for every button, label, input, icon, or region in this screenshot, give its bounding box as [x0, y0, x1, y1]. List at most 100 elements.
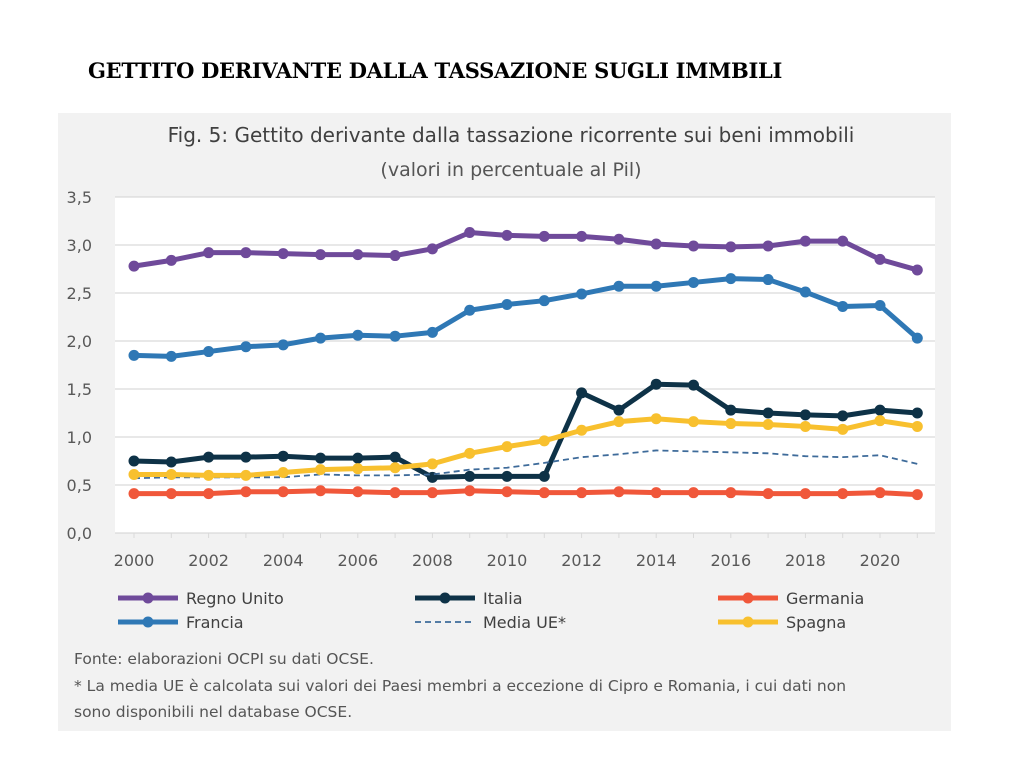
- data-point-spagna: [725, 418, 737, 430]
- data-point-francia: [538, 295, 550, 307]
- x-tick-label: 2004: [263, 551, 304, 570]
- data-point-spagna: [576, 424, 588, 436]
- data-point-italia: [650, 378, 662, 390]
- data-point-spagna: [315, 464, 326, 476]
- data-point-germania: [725, 487, 737, 499]
- legend-marker-italia: [439, 592, 451, 604]
- data-point-spagna: [911, 420, 923, 432]
- data-point-regno-unito: [464, 227, 476, 239]
- data-point-francia: [613, 280, 625, 292]
- data-point-regno-unito: [613, 233, 625, 245]
- data-point-italia: [464, 470, 476, 482]
- legend-marker-spagna: [742, 616, 754, 628]
- y-tick-label: 1,5: [67, 380, 92, 399]
- data-point-italia: [725, 404, 737, 416]
- data-point-francia: [277, 339, 289, 351]
- data-point-francia: [352, 329, 364, 341]
- legend-label-germania: Germania: [786, 589, 864, 608]
- data-point-spagna: [799, 420, 811, 432]
- data-point-italia: [576, 387, 588, 399]
- data-point-germania: [576, 487, 588, 499]
- data-point-regno-unito: [352, 249, 364, 261]
- legend-label-francia: Francia: [186, 613, 244, 632]
- data-point-francia: [725, 273, 737, 285]
- data-point-regno-unito: [874, 253, 886, 265]
- x-tick-label: 2002: [188, 551, 229, 570]
- data-point-regno-unito: [911, 264, 923, 276]
- data-point-germania: [203, 488, 215, 500]
- y-tick-label: 2,5: [67, 284, 92, 303]
- footnote-source: Fonte: elaborazioni OCPI su dati OCSE.: [74, 650, 374, 668]
- data-point-regno-unito: [576, 230, 588, 242]
- page-heading: GETTITO DERIVANTE DALLA TASSAZIONE SUGLI…: [88, 58, 783, 83]
- legend-marker-francia: [142, 616, 154, 628]
- data-point-regno-unito: [538, 230, 550, 242]
- data-point-regno-unito: [799, 235, 811, 247]
- data-point-francia: [464, 304, 476, 316]
- data-point-regno-unito: [501, 229, 513, 241]
- data-point-italia: [240, 451, 252, 463]
- legend-label-media-ue: Media UE*: [483, 613, 566, 632]
- data-point-regno-unito: [240, 247, 252, 259]
- x-tick-label: 2000: [114, 551, 155, 570]
- data-point-italia: [688, 379, 699, 391]
- legend-marker-germania: [742, 592, 754, 604]
- x-tick-label: 2008: [412, 551, 453, 570]
- data-point-germania: [501, 486, 513, 498]
- data-point-regno-unito: [165, 254, 177, 266]
- data-point-italia: [277, 450, 289, 462]
- legend-label-spagna: Spagna: [786, 613, 846, 632]
- data-point-spagna: [240, 469, 252, 481]
- data-point-italia: [874, 404, 886, 416]
- data-point-regno-unito: [762, 240, 774, 252]
- data-point-germania: [799, 488, 811, 500]
- y-tick-label: 1,0: [67, 428, 92, 447]
- data-point-spagna: [464, 447, 476, 459]
- data-point-spagna: [389, 462, 401, 474]
- data-point-francia: [426, 326, 438, 338]
- data-point-italia: [799, 409, 811, 421]
- data-point-spagna: [165, 468, 177, 480]
- data-point-italia: [389, 451, 401, 463]
- data-point-regno-unito: [389, 250, 401, 262]
- data-point-italia: [837, 410, 849, 422]
- data-point-regno-unito: [426, 243, 438, 255]
- data-point-regno-unito: [128, 260, 140, 272]
- data-point-italia: [128, 455, 140, 467]
- data-point-francia: [874, 299, 886, 311]
- series-line-media-ue: [133, 449, 918, 480]
- y-tick-label: 0,5: [67, 476, 92, 495]
- data-point-italia: [613, 404, 625, 416]
- data-point-germania: [315, 485, 326, 497]
- x-tick-label: 2016: [710, 551, 751, 570]
- data-point-francia: [837, 300, 849, 312]
- data-point-germania: [240, 486, 252, 498]
- data-point-regno-unito: [688, 240, 699, 252]
- series-line-francia: [133, 276, 919, 359]
- data-point-francia: [762, 274, 774, 286]
- data-point-spagna: [352, 463, 364, 475]
- data-point-italia: [165, 456, 177, 468]
- footnote-note: * La media UE è calcolata sui valori dei…: [74, 677, 847, 695]
- x-tick-label: 2020: [860, 551, 901, 570]
- series-line-spagna: [134, 416, 918, 478]
- x-tick-label: 2012: [561, 551, 602, 570]
- data-point-germania: [911, 489, 923, 501]
- data-point-germania: [389, 487, 401, 499]
- data-point-italia: [315, 452, 326, 464]
- data-point-regno-unito: [650, 238, 662, 250]
- data-point-regno-unito: [277, 248, 289, 260]
- series-line-regno-unito: [133, 230, 918, 273]
- data-point-spagna: [128, 468, 140, 480]
- data-point-spagna: [426, 458, 438, 470]
- data-point-germania: [538, 487, 550, 499]
- data-point-germania: [277, 486, 289, 498]
- series-line-italia: [133, 381, 918, 480]
- data-point-germania: [874, 487, 886, 499]
- y-tick-label: 0,0: [67, 524, 92, 543]
- data-point-spagna: [277, 467, 289, 479]
- data-point-regno-unito: [203, 247, 215, 259]
- data-point-italia: [762, 407, 774, 419]
- data-point-spagna: [613, 416, 625, 428]
